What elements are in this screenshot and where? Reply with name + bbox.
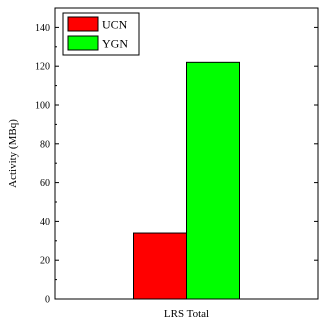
y-tick-label: 20: [40, 256, 50, 267]
legend-label-ygn: YGN: [102, 37, 128, 51]
y-tick-label: 80: [40, 139, 50, 150]
y-axis-label: Activity (MBq): [7, 119, 19, 188]
y-tick-label: 120: [35, 62, 50, 73]
legend-swatch-ygn: [67, 35, 99, 51]
y-tick-label: 40: [40, 217, 50, 228]
y-axis: 0 20 40 60 80 100 120 140: [35, 23, 318, 306]
y-tick-label: 0: [45, 295, 50, 306]
legend-label-ucn: UCN: [102, 18, 128, 32]
bars: [133, 61, 240, 300]
bar-ucn: [133, 232, 187, 300]
bar-ygn: [186, 61, 240, 300]
x-category-label: LRS Total: [164, 308, 209, 320]
legend: UCN YGN: [62, 12, 140, 56]
y-tick-label: 100: [35, 101, 50, 112]
y-tick-label: 140: [35, 23, 50, 34]
y-tick-label: 60: [40, 178, 50, 189]
legend-swatch-ucn: [67, 16, 99, 32]
